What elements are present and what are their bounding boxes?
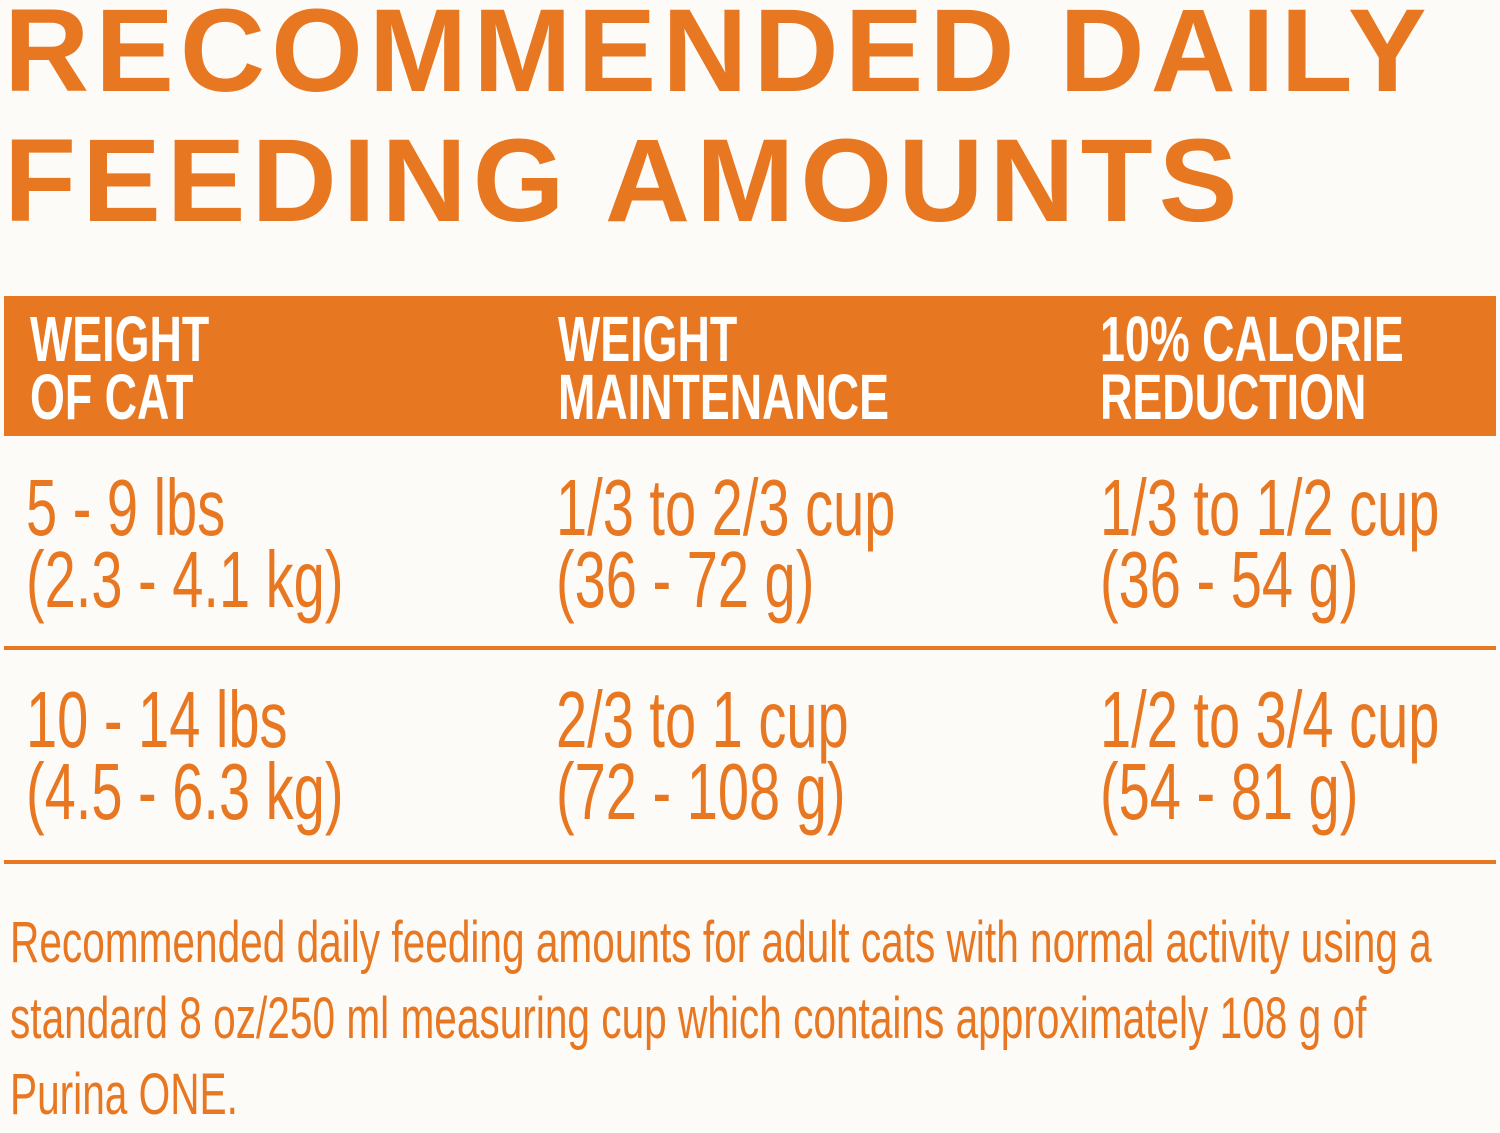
cell-line: 1/3 to 2/3 cup	[556, 463, 896, 552]
page-title-line-1: RECOMMENDED DAILY	[4, 0, 1433, 117]
table-header: WEIGHT OF CAT WEIGHT MAINTENANCE 10% CAL…	[4, 296, 1496, 436]
header-weight-maintenance: WEIGHT MAINTENANCE	[558, 303, 890, 433]
cell-line: 10 - 14 lbs	[26, 675, 288, 764]
cell-line: 5 - 9 lbs	[26, 463, 226, 552]
header-line: REDUCTION	[1100, 361, 1367, 433]
cell-line: 2/3 to 1 cup	[556, 675, 849, 764]
header-calorie-reduction: 10% CALORIE REDUCTION	[1100, 303, 1404, 433]
cell-line: 1/2 to 3/4 cup	[1100, 675, 1440, 764]
page-title-line-2: FEEDING AMOUNTS	[4, 115, 1244, 247]
cell-maintenance: 1/3 to 2/3 cup (36 - 72 g)	[556, 463, 896, 624]
header-weight-of-cat: WEIGHT OF CAT	[30, 303, 210, 433]
cell-line: (4.5 - 6.3 kg)	[26, 747, 344, 836]
header-line: MAINTENANCE	[558, 361, 890, 433]
cell-line: (2.3 - 4.1 kg)	[26, 535, 344, 624]
cell-maintenance: 2/3 to 1 cup (72 - 108 g)	[556, 675, 849, 836]
cell-line: (36 - 72 g)	[556, 535, 815, 624]
row-divider	[4, 860, 1496, 864]
cell-line: (54 - 81 g)	[1100, 747, 1359, 836]
header-line: WEIGHT	[30, 303, 210, 375]
cell-reduction: 1/3 to 1/2 cup (36 - 54 g)	[1100, 463, 1440, 624]
row-divider	[4, 646, 1496, 650]
header-line: WEIGHT	[558, 303, 738, 375]
cell-weight: 10 - 14 lbs (4.5 - 6.3 kg)	[26, 675, 344, 836]
header-line: OF CAT	[30, 361, 194, 433]
cell-reduction: 1/2 to 3/4 cup (54 - 81 g)	[1100, 675, 1440, 836]
footnote: Recommended daily feeding amounts for ad…	[10, 910, 1432, 1127]
header-line: 10% CALORIE	[1100, 303, 1404, 375]
cell-weight: 5 - 9 lbs (2.3 - 4.1 kg)	[26, 463, 344, 624]
cell-line: 1/3 to 1/2 cup	[1100, 463, 1440, 552]
cell-line: (72 - 108 g)	[556, 747, 846, 836]
cell-line: (36 - 54 g)	[1100, 535, 1359, 624]
